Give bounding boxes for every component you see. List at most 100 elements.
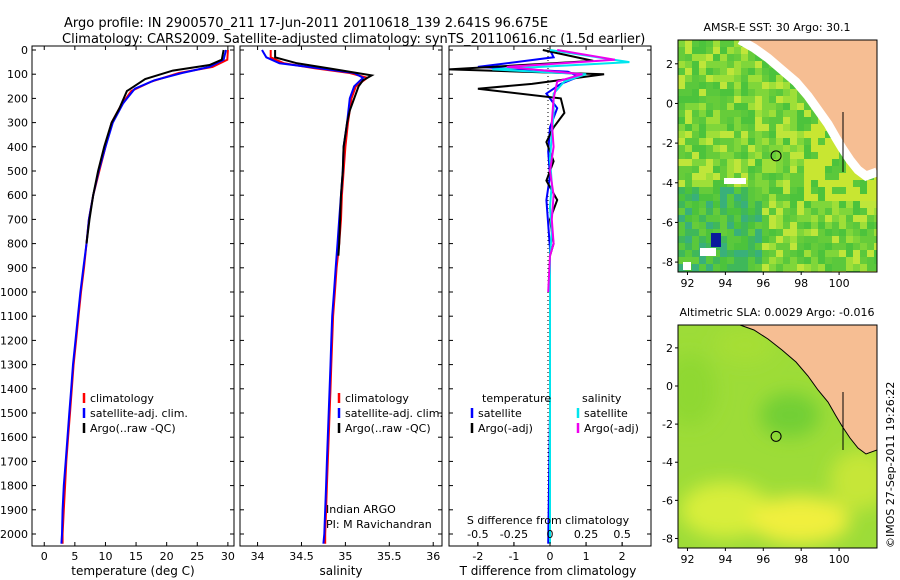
x-tick-label: 10 [98,550,112,563]
sst-cell [720,124,728,132]
x-tick-label: 35.5 [377,550,402,563]
sst-cell [713,124,721,132]
sst-cell [748,229,756,237]
sst-cell [867,208,875,216]
sst-cell [692,110,700,118]
sst-cell [790,180,798,188]
sst-cell [797,159,805,167]
sst-cell [699,215,707,223]
sst-cell [832,194,840,202]
s-diff-tick-label: -0.5 [467,528,488,541]
sst-cell [874,187,877,195]
sst-cell [699,166,707,174]
sst-cell [713,117,721,125]
sst-cell [748,152,756,160]
sst-cell [804,103,812,111]
sst-cell [720,54,728,62]
sst-cell [741,243,749,251]
sst-cell [741,96,749,104]
sst-cell [783,215,791,223]
sst-cell [769,138,777,146]
sst-cell [692,159,700,167]
sst-cell [762,145,770,153]
depth-tick-label: 700 [7,213,28,226]
sst-cell [727,96,735,104]
sst-cell [804,152,812,160]
sst-cell [825,201,833,209]
sst-cell [720,236,728,244]
sla-argo-position-marker [770,430,782,442]
map-lat-label: 0 [666,97,673,110]
sst-cell [699,173,707,181]
sst-cell [748,257,756,265]
sst-cell [755,110,763,118]
sst-cell [734,75,742,83]
map-lon-label: 96 [756,277,770,290]
sst-cell [832,236,840,244]
sst-cell [692,222,700,230]
sst-cell [783,103,791,111]
sst-cell [678,103,686,111]
sst-cell [748,145,756,153]
sst-cell [685,138,693,146]
figure-title-line1: Argo profile: IN 2900570_211 17-Jun-2011… [64,16,548,31]
sst-cell [755,103,763,111]
sst-map-axes: 92 94 96 98 100 2 0 -2 -4 -6 -8 [662,58,850,290]
sst-cell [762,89,770,97]
sst-cell [678,243,686,251]
sst-cell [706,103,714,111]
sst-cell [692,47,700,55]
sst-cell [713,208,721,216]
sst-cell [769,96,777,104]
sst-cell [874,264,877,272]
temperature-panel: 0100200300400500600700800900100011001200… [0,44,235,578]
x-tick-label: 1 [583,550,590,563]
series-line-satellite-adj-clim- [261,49,365,544]
sst-cell [853,222,861,230]
sst-cell [678,180,686,188]
sst-cell [706,47,714,55]
sst-cell [748,201,756,209]
sst-cell [762,117,770,125]
sst-cell [832,250,840,258]
sst-cell [685,89,693,97]
sst-cell [811,257,819,265]
s-diff-tick-label: 0.25 [574,528,599,541]
sst-cell [727,103,735,111]
sst-cell [692,194,700,202]
series-line-satellite-adj-clim- [60,49,227,544]
x-tick-label: 35 [338,550,352,563]
sst-cell [790,201,798,209]
sst-cell [790,89,798,97]
sla-blob-south [750,496,850,544]
sst-cell [713,194,721,202]
sst-cell [734,236,742,244]
sst-cell [825,145,833,153]
sst-cell [776,173,784,181]
sst-cell [727,47,735,55]
sst-cell [846,264,854,272]
sst-cell [755,96,763,104]
sst-cell [692,173,700,181]
sst-cell [783,131,791,139]
sst-cell [706,229,714,237]
sst-cell [727,61,735,69]
sst-cell [713,229,721,237]
sst-cell [811,187,819,195]
sst-cell [867,229,875,237]
s-diff-tick-label: 0.5 [613,528,631,541]
sst-cell [713,96,721,104]
sst-cell [755,250,763,258]
sst-cell [762,180,770,188]
sst-cell [783,124,791,132]
sst-cell [832,173,840,181]
sst-cell [727,117,735,125]
sst-cell [811,124,819,132]
sst-cell [678,222,686,230]
sst-cell [874,180,877,188]
sst-cell [678,264,686,272]
sst-cell [741,75,749,83]
map-lon-label: 96 [756,553,770,566]
sst-cell [776,145,784,153]
sla-blob-southeast [830,450,877,510]
